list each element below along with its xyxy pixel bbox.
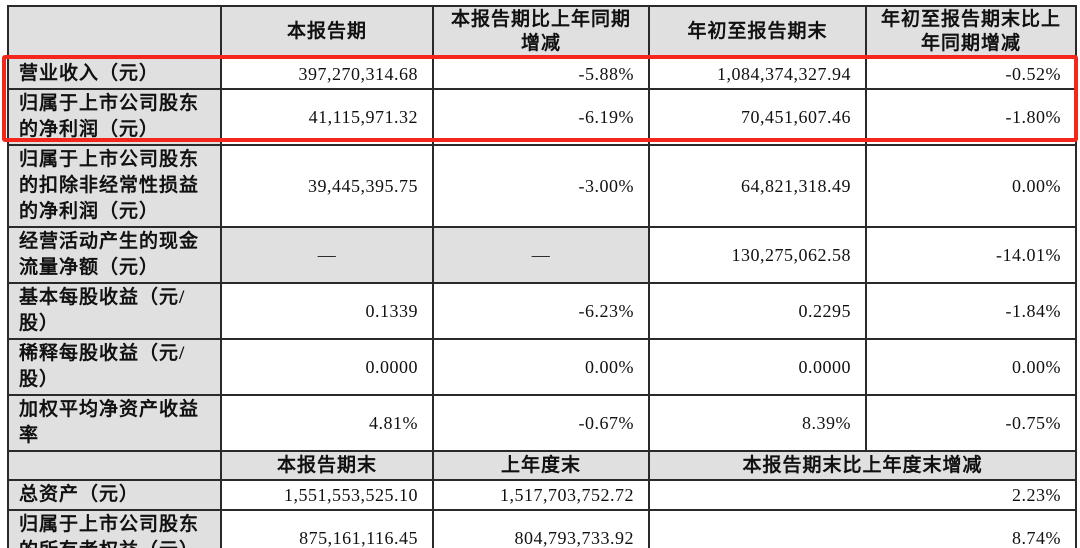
cell-value: -0.67% [432, 394, 650, 452]
cell-value: 0.1339 [220, 282, 434, 340]
row-label-net-profit: 归属于上市公司股东的净利润（元） [7, 88, 222, 146]
header-blank [7, 5, 222, 59]
cell-value: -5.88% [432, 57, 650, 90]
cell-value: 0.00% [432, 338, 650, 396]
table-row: 归属于上市公司股东的扣除非经常性损益的净利润（元） 39,445,395.75 … [7, 144, 1077, 228]
cell-value: 39,445,395.75 [220, 144, 434, 228]
row-label-operating-cash-flow: 经营活动产生的现金流量净额（元） [7, 226, 222, 284]
cell-value: 875,161,116.45 [220, 509, 434, 548]
table-row: 稀释每股收益（元/股） 0.0000 0.00% 0.0000 0.00% [7, 338, 1077, 396]
header-change-vs-last-year-end: 本报告期末比上年度末增减 [648, 450, 1077, 481]
row-label-net-profit-excl-nonrecurring: 归属于上市公司股东的扣除非经常性损益的净利润（元） [7, 144, 222, 228]
cell-value: 0.00% [865, 144, 1077, 228]
table-row: 基本每股收益（元/股） 0.1339 -6.23% 0.2295 -1.84% [7, 282, 1077, 340]
row-label-revenue: 营业收入（元） [7, 57, 222, 90]
table-row: 营业收入（元） 397,270,314.68 -5.88% 1,084,374,… [7, 57, 1077, 90]
header-yoy-change: 本报告期比上年同期增减 [432, 5, 650, 59]
cell-value: 1,551,553,525.10 [220, 479, 434, 511]
cell-value: 8.39% [648, 394, 867, 452]
financial-summary-table: 本报告期 本报告期比上年同期增减 年初至报告期末 年初至报告期末比上年同期增减 … [7, 5, 1077, 548]
cell-value: -0.75% [865, 394, 1077, 452]
header-current-period: 本报告期 [220, 5, 434, 59]
cell-value: 41,115,971.32 [220, 88, 434, 146]
table-row: 加权平均净资产收益率 4.81% -0.67% 8.39% -0.75% [7, 394, 1077, 452]
cell-value: -1.80% [865, 88, 1077, 146]
cell-value-na: — [432, 226, 650, 284]
cell-value: 397,270,314.68 [220, 57, 434, 90]
row-label-total-assets: 总资产（元） [7, 479, 222, 511]
cell-value: 4.81% [220, 394, 434, 452]
header-ytd: 年初至报告期末 [648, 5, 867, 59]
cell-value: -0.52% [865, 57, 1077, 90]
cell-value: 1,517,703,752.72 [432, 479, 650, 511]
table-header-row-1: 本报告期 本报告期比上年同期增减 年初至报告期末 年初至报告期末比上年同期增减 [7, 5, 1077, 59]
cell-value: -6.19% [432, 88, 650, 146]
cell-value: 1,084,374,327.94 [648, 57, 867, 90]
header-end-of-period: 本报告期末 [220, 450, 434, 481]
row-label-weighted-avg-roe: 加权平均净资产收益率 [7, 394, 222, 452]
row-label-equity: 归属于上市公司股东的所有者权益（元） [7, 509, 222, 548]
table-row: 归属于上市公司股东的净利润（元） 41,115,971.32 -6.19% 70… [7, 88, 1077, 146]
table-row: 归属于上市公司股东的所有者权益（元） 875,161,116.45 804,79… [7, 509, 1077, 548]
cell-value-na: — [220, 226, 434, 284]
cell-value: 0.0000 [220, 338, 434, 396]
cell-value: 0.00% [865, 338, 1077, 396]
cell-value: -6.23% [432, 282, 650, 340]
table-row: 经营活动产生的现金流量净额（元） — — 130,275,062.58 -14.… [7, 226, 1077, 284]
cell-value: -3.00% [432, 144, 650, 228]
table-header-row-2: 本报告期末 上年度末 本报告期末比上年度末增减 [7, 450, 1077, 481]
cell-value: 804,793,733.92 [432, 509, 650, 548]
header-end-of-last-year: 上年度末 [432, 450, 650, 481]
cell-value: 64,821,318.49 [648, 144, 867, 228]
header-blank [7, 450, 222, 481]
cell-value: 130,275,062.58 [648, 226, 867, 284]
table-row: 总资产（元） 1,551,553,525.10 1,517,703,752.72… [7, 479, 1077, 511]
cell-value: -1.84% [865, 282, 1077, 340]
row-label-diluted-eps: 稀释每股收益（元/股） [7, 338, 222, 396]
cell-value: -14.01% [865, 226, 1077, 284]
cell-value: 8.74% [648, 509, 1077, 548]
cell-value: 0.0000 [648, 338, 867, 396]
cell-value: 0.2295 [648, 282, 867, 340]
cell-value: 70,451,607.46 [648, 88, 867, 146]
row-label-basic-eps: 基本每股收益（元/股） [7, 282, 222, 340]
cell-value: 2.23% [648, 479, 1077, 511]
header-ytd-yoy-change: 年初至报告期末比上年同期增减 [865, 5, 1077, 59]
